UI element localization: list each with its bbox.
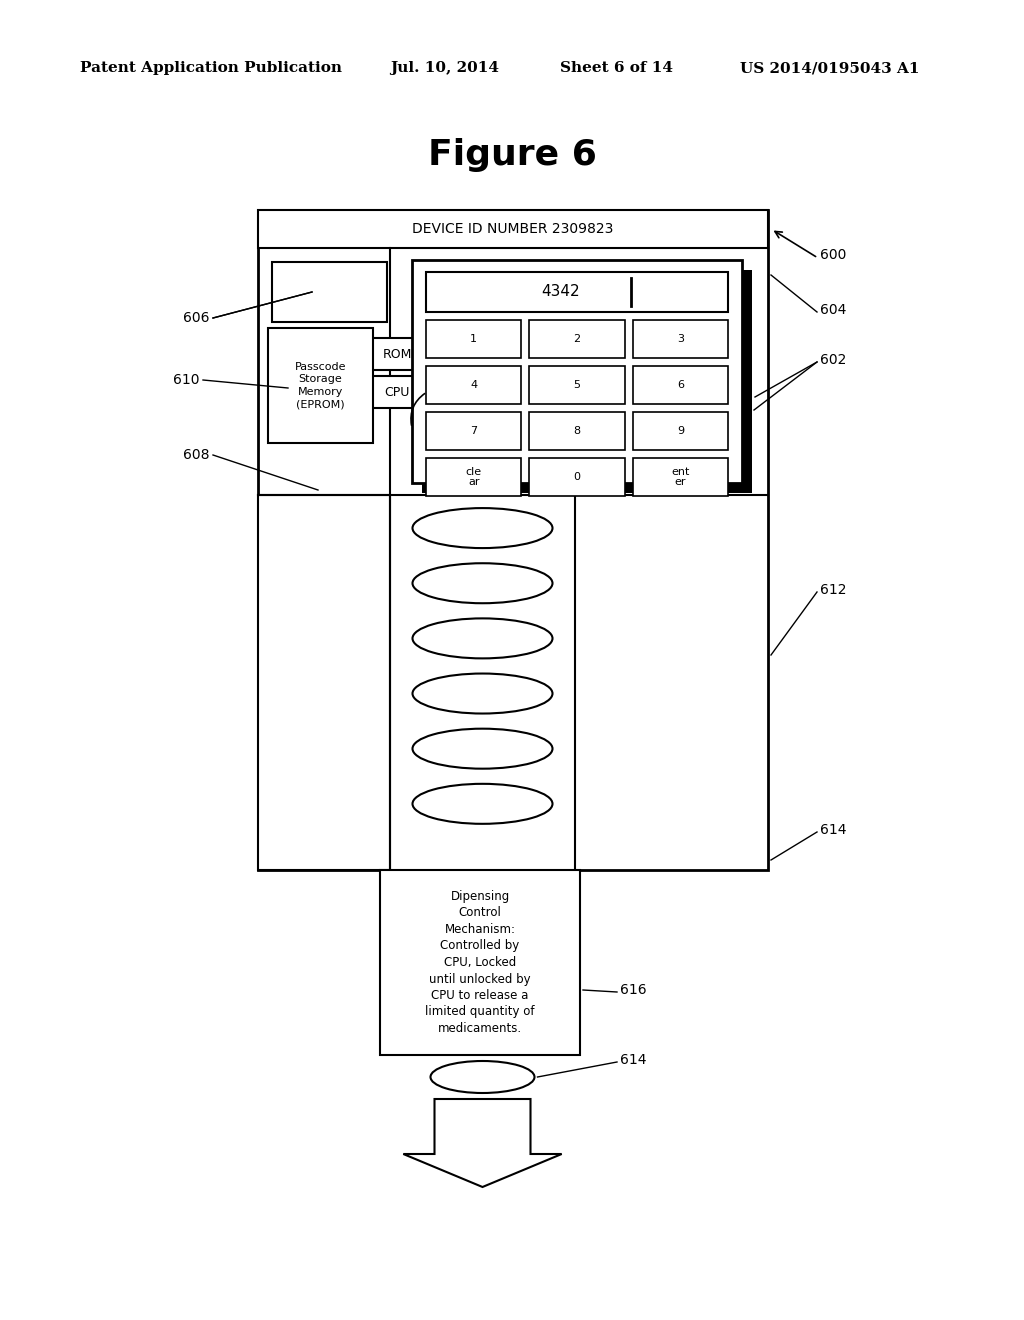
Bar (633, 366, 728, 404)
Bar (633, 412, 728, 450)
Bar (426, 458, 521, 496)
Bar (258, 495, 390, 870)
Text: 608: 608 (183, 447, 210, 462)
Text: 612: 612 (820, 583, 847, 597)
Text: ROM: ROM (382, 347, 412, 360)
Text: Passcode
Storage
Memory
(EPROM): Passcode Storage Memory (EPROM) (295, 362, 346, 409)
Text: 602: 602 (820, 352, 847, 367)
Ellipse shape (413, 618, 553, 659)
Bar (412, 260, 742, 483)
Bar (529, 366, 625, 404)
Bar (380, 870, 580, 1055)
Bar (272, 261, 387, 322)
Ellipse shape (430, 1061, 535, 1093)
Text: 3: 3 (677, 334, 684, 345)
Bar (426, 412, 521, 450)
Bar (268, 327, 373, 444)
Text: 4342: 4342 (541, 285, 580, 300)
Text: 2: 2 (573, 334, 581, 345)
Text: CPU: CPU (384, 385, 410, 399)
Bar (529, 319, 625, 358)
Bar (367, 338, 427, 370)
Bar (367, 376, 427, 408)
Bar (633, 319, 728, 358)
Text: Figure 6: Figure 6 (428, 139, 596, 172)
Text: 604: 604 (820, 304, 847, 317)
Text: ent
er: ent er (671, 466, 689, 487)
Text: 606: 606 (183, 312, 210, 325)
Text: 4: 4 (470, 380, 477, 389)
Ellipse shape (413, 508, 553, 548)
Bar (426, 319, 521, 358)
Text: 614: 614 (620, 1053, 646, 1067)
Text: Patent Application Publication: Patent Application Publication (80, 61, 342, 75)
Ellipse shape (413, 729, 553, 768)
Bar (422, 271, 752, 492)
Text: Jul. 10, 2014: Jul. 10, 2014 (390, 61, 499, 75)
Ellipse shape (413, 673, 553, 714)
Text: 610: 610 (173, 374, 200, 387)
Text: 6: 6 (677, 380, 684, 389)
Text: 616: 616 (620, 983, 646, 997)
Text: 1: 1 (470, 334, 477, 345)
Text: 614: 614 (820, 822, 847, 837)
Ellipse shape (413, 564, 553, 603)
Bar (258, 210, 768, 870)
Text: 5: 5 (573, 380, 581, 389)
Bar (529, 412, 625, 450)
Bar (426, 366, 521, 404)
Text: US 2014/0195043 A1: US 2014/0195043 A1 (740, 61, 920, 75)
Polygon shape (403, 1100, 562, 1187)
Text: cle
ar: cle ar (466, 466, 481, 487)
Bar (529, 458, 625, 496)
Text: 0: 0 (573, 473, 581, 482)
Ellipse shape (413, 784, 553, 824)
Bar (258, 210, 768, 248)
Text: 9: 9 (677, 426, 684, 436)
Text: 7: 7 (470, 426, 477, 436)
Text: 600: 600 (820, 248, 847, 261)
Text: 8: 8 (573, 426, 581, 436)
Bar (633, 458, 728, 496)
Text: Sheet 6 of 14: Sheet 6 of 14 (560, 61, 673, 75)
Bar (426, 272, 728, 312)
Text: DEVICE ID NUMBER 2309823: DEVICE ID NUMBER 2309823 (413, 222, 613, 236)
Text: Dipensing
Control
Mechanism:
Controlled by
CPU, Locked
until unlocked by
CPU to : Dipensing Control Mechanism: Controlled … (425, 890, 535, 1035)
